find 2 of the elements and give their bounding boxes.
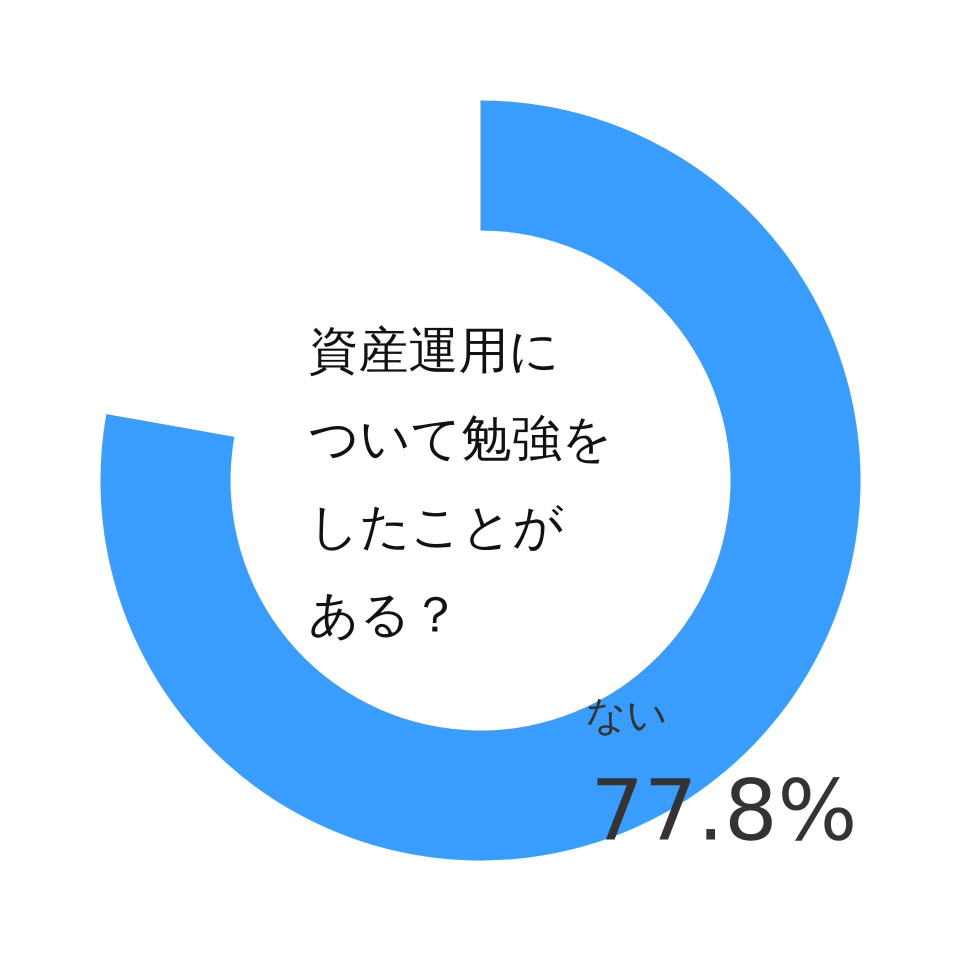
text: 資産運用について勉強をしたことがある？ (308, 322, 612, 644)
slice-label: ない (586, 692, 668, 738)
